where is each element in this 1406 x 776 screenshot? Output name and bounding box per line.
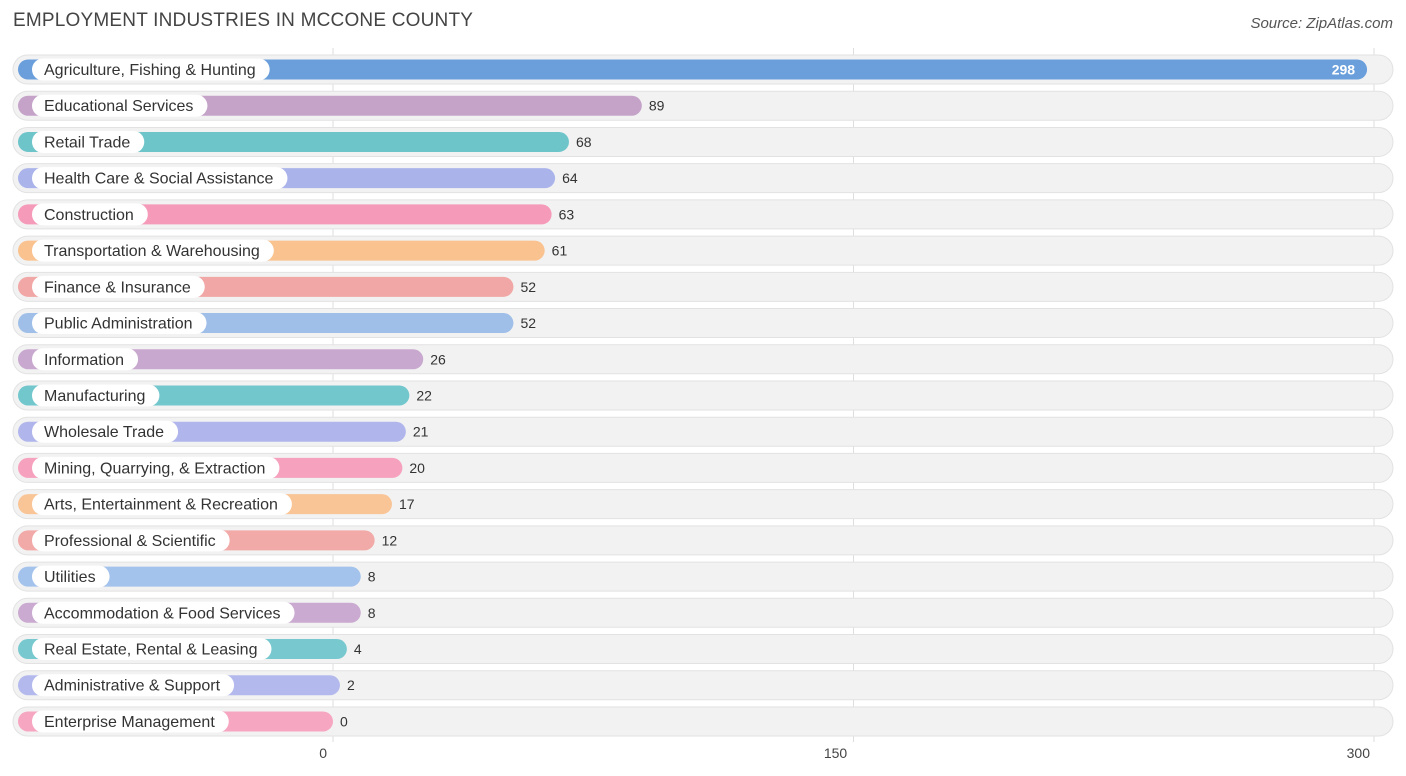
value-label: 61 (552, 243, 568, 259)
category-label-pill (32, 239, 274, 262)
category-label-pill (32, 565, 110, 588)
row-track (12, 561, 1394, 592)
category-label: Professional & Scientific (44, 533, 216, 550)
category-label-pill (32, 167, 288, 190)
x-tick-label: 300 (1347, 745, 1371, 761)
value-label: 8 (368, 569, 376, 585)
category-label-pill (32, 638, 272, 661)
category-label: Manufacturing (44, 388, 145, 405)
value-label: 0 (340, 713, 348, 729)
value-label: 17 (399, 496, 415, 512)
value-label: 52 (520, 315, 536, 331)
bar (18, 204, 552, 225)
category-label: Real Estate, Rental & Leasing (44, 642, 257, 659)
x-tick-label: 0 (319, 745, 327, 761)
category-label-pill (32, 275, 205, 298)
value-label: 21 (413, 424, 429, 440)
chart-title: EMPLOYMENT INDUSTRIES IN MCCONE COUNTY (13, 10, 474, 31)
category-label: Agriculture, Fishing & Hunting (44, 62, 256, 79)
value-label: 298 (1332, 62, 1356, 78)
value-label: 89 (649, 98, 665, 114)
value-label: 63 (559, 206, 575, 222)
value-label: 12 (382, 532, 398, 548)
row-track (12, 670, 1394, 701)
bar (18, 131, 569, 152)
category-label-pill (32, 601, 295, 624)
category-label-pill (32, 348, 139, 371)
category-label: Construction (44, 207, 134, 224)
category-label: Accommodation & Food Services (44, 605, 281, 622)
bar (18, 59, 1368, 80)
category-label-pill (32, 203, 148, 226)
category-label-pill (32, 58, 270, 81)
value-label: 22 (416, 387, 432, 403)
category-label: Information (44, 352, 124, 369)
category-label-pill (32, 710, 229, 733)
category-label-pill (32, 456, 280, 479)
category-label: Arts, Entertainment & Recreation (44, 497, 278, 514)
value-label: 2 (347, 677, 355, 693)
category-label-pill (32, 493, 292, 516)
category-label: Public Administration (44, 316, 193, 333)
category-label-pill (32, 420, 179, 443)
category-label-pill (32, 130, 145, 153)
value-label: 4 (354, 641, 362, 657)
row-track (12, 597, 1394, 628)
value-label: 26 (430, 351, 446, 367)
value-label: 20 (409, 460, 425, 476)
category-label: Mining, Quarrying, & Extraction (44, 460, 265, 477)
row-track (12, 706, 1394, 737)
category-label-pill (32, 529, 230, 552)
category-label-pill (32, 674, 235, 697)
category-label-pill (32, 384, 160, 407)
category-label-pill (32, 94, 208, 117)
category-label: Utilities (44, 569, 96, 586)
x-tick-label: 150 (824, 745, 848, 761)
value-label: 64 (562, 170, 578, 186)
category-label: Retail Trade (44, 134, 130, 151)
row-track (12, 634, 1394, 665)
category-label: Wholesale Trade (44, 424, 164, 441)
category-label-pill (32, 312, 207, 335)
chart-source: Source: ZipAtlas.com (1250, 15, 1393, 32)
category-label: Administrative & Support (44, 678, 221, 695)
category-label: Enterprise Management (44, 714, 215, 731)
value-label: 52 (520, 279, 536, 295)
category-label: Health Care & Social Assistance (44, 171, 274, 188)
value-label: 68 (576, 134, 592, 150)
category-label: Transportation & Warehousing (44, 243, 260, 260)
category-label: Educational Services (44, 98, 193, 115)
value-label: 8 (368, 605, 376, 621)
category-label: Finance & Insurance (44, 279, 191, 296)
